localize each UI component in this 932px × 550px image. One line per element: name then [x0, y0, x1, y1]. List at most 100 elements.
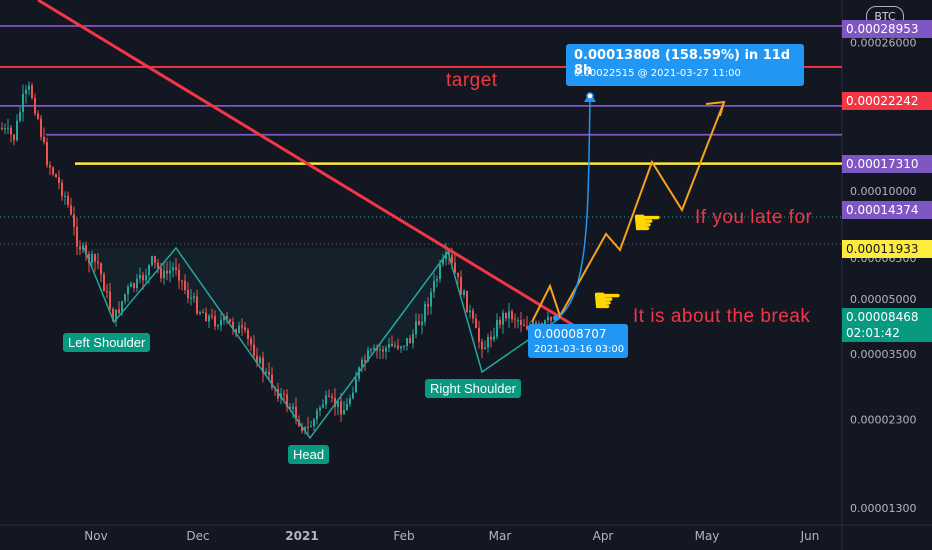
candle-body — [478, 327, 480, 342]
candle-body — [463, 290, 465, 295]
candle-body — [370, 349, 372, 351]
candle-body — [121, 301, 123, 313]
y-tick-label: 0.00026000 — [850, 37, 916, 50]
candle-body — [64, 195, 66, 197]
candle-body — [217, 325, 219, 327]
candle-body — [364, 359, 366, 362]
candle-body — [52, 167, 54, 175]
forecast-point — [586, 92, 594, 100]
candle-body — [67, 195, 69, 206]
candle-body — [208, 315, 210, 322]
candle-body — [349, 398, 351, 404]
candle-body — [424, 304, 426, 322]
x-tick-label: Dec — [186, 529, 209, 543]
candle-body — [178, 270, 180, 281]
point-box-line2: 2021-03-16 03:00 — [534, 344, 625, 355]
candle-body — [400, 346, 402, 349]
candle-body — [475, 318, 477, 328]
candle-body — [109, 291, 111, 309]
candle-body — [307, 426, 309, 428]
x-tick-label: Nov — [84, 529, 107, 543]
candle-body — [31, 85, 33, 98]
candle-body — [82, 245, 84, 250]
candle-body — [412, 333, 414, 344]
candle-body — [502, 312, 504, 325]
candle-body — [382, 349, 384, 352]
candle-body — [13, 134, 15, 141]
candle-body — [295, 406, 297, 420]
candle-body — [184, 280, 186, 291]
right-shoulder-label: Right Shoulder — [425, 379, 521, 398]
target-annotation: target — [446, 70, 498, 91]
y-tick-label: 0.00002300 — [850, 413, 916, 426]
candle-body — [289, 406, 291, 409]
candle-body — [118, 309, 120, 313]
candle-body — [286, 394, 288, 407]
candle-body — [136, 278, 138, 289]
candle-body — [94, 254, 96, 262]
x-tick-label: Jun — [800, 529, 820, 543]
candle-body — [241, 325, 243, 328]
candle-body — [97, 261, 99, 264]
candle-body — [79, 246, 81, 250]
y-tick-label: 0.00005000 — [850, 293, 916, 306]
y-tick-label: 0.00001300 — [850, 502, 916, 515]
candle-body — [10, 127, 12, 135]
candle-body — [340, 401, 342, 415]
candle-body — [187, 290, 189, 299]
candle-body — [229, 319, 231, 322]
level-tag-3: 0.00014374 — [842, 201, 932, 219]
candle-body — [133, 283, 135, 289]
current-price-value: 0.00008468 — [846, 310, 919, 324]
candle-body — [16, 120, 18, 141]
candle-body — [160, 268, 162, 279]
candle-body — [115, 309, 117, 322]
candle-body — [202, 312, 204, 314]
candle-body — [394, 345, 396, 347]
late-annotation: If you late for — [695, 207, 813, 228]
candle-body — [499, 320, 501, 325]
countdown-timer: 02:01:42 — [846, 326, 900, 340]
candle-body — [496, 320, 498, 337]
candle-body — [22, 93, 24, 112]
candle-body — [484, 347, 486, 350]
candle-body — [451, 255, 453, 263]
candle-body — [100, 263, 102, 275]
candle-body — [397, 345, 399, 349]
candle-body — [283, 393, 285, 395]
candle-body — [403, 345, 405, 347]
forecast-curve — [559, 99, 591, 317]
candle-body — [505, 312, 507, 319]
candle-body — [154, 256, 156, 263]
candle-body — [541, 323, 543, 325]
left-shoulder-label: Left Shoulder — [63, 333, 151, 352]
candle-body — [526, 325, 528, 330]
candle-body — [301, 426, 303, 432]
candle-body — [409, 338, 411, 344]
y-tick-label: 0.00010000 — [850, 185, 916, 198]
candle-body — [352, 392, 354, 399]
candle-body — [76, 226, 78, 247]
candle-body — [70, 205, 72, 215]
candle-body — [433, 280, 435, 293]
candle-body — [268, 371, 270, 375]
plot-area — [0, 0, 842, 525]
candle-body — [226, 315, 228, 320]
candle-body — [262, 357, 264, 373]
measure-box-line1: 0.00013808 (158.59%) in 11d 8h — [574, 48, 791, 78]
head-label: Head — [288, 445, 330, 464]
candle-body — [256, 355, 258, 364]
candle-body — [337, 401, 339, 407]
candle-body — [430, 292, 432, 307]
candle-body — [442, 259, 444, 265]
candle-body — [532, 321, 534, 326]
candle-body — [34, 97, 36, 114]
projection-arrowhead — [705, 100, 726, 117]
level-tag-2: 0.00017310 — [842, 155, 932, 173]
point-box: 0.00008707 2021-03-16 03:00 — [528, 324, 628, 358]
candle-body — [511, 311, 513, 320]
candle-body — [205, 312, 207, 322]
candle-body — [265, 371, 267, 373]
candle-body — [517, 320, 519, 322]
